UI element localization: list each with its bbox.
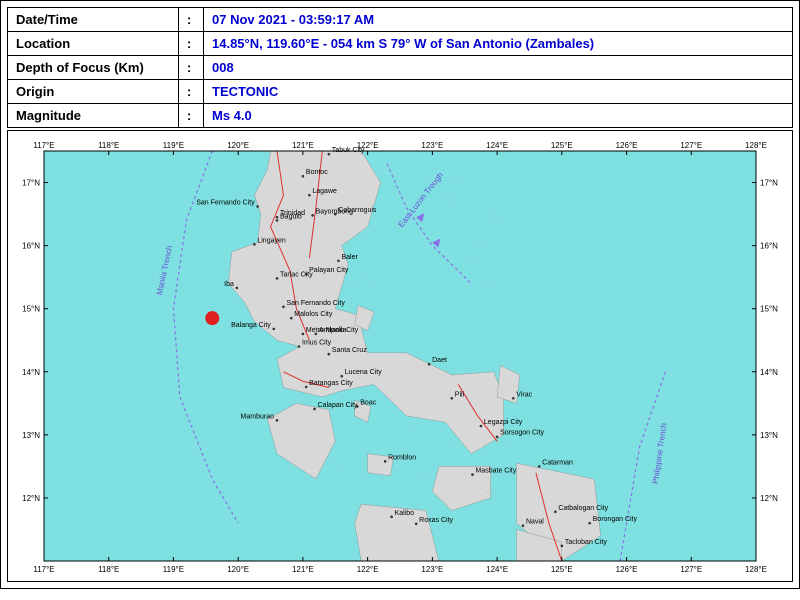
table-row: Location : 14.85°N, 119.60°E - 054 km S … <box>8 32 792 55</box>
row-label: Depth of Focus (Km) <box>8 56 178 79</box>
city-label: Tarlac City <box>280 271 313 278</box>
svg-text:13°N: 13°N <box>22 431 40 440</box>
svg-text:119°E: 119°E <box>163 565 184 574</box>
row-value: Ms 4.0 <box>204 104 792 127</box>
map-container: Manila TrenchEast Luzon TroughPhilippine… <box>7 130 793 582</box>
city-label: Lucena City <box>345 369 382 376</box>
city-label: Mamburao <box>241 413 275 420</box>
table-row: Depth of Focus (Km) : 008 <box>8 56 792 79</box>
row-value: 07 Nov 2021 - 03:59:17 AM <box>204 8 792 31</box>
city-label: Lingayen <box>257 237 286 244</box>
svg-text:125°E: 125°E <box>551 141 573 150</box>
city-label: Catarman <box>542 459 573 466</box>
city-label: Pili <box>455 391 465 398</box>
svg-text:12°N: 12°N <box>22 494 40 503</box>
svg-text:15°N: 15°N <box>760 305 778 314</box>
row-value: 14.85°N, 119.60°E - 054 km S 79° W of Sa… <box>204 32 792 55</box>
city-label: Tacloban City <box>565 539 608 546</box>
city-label: Naval <box>526 519 544 526</box>
city-label: Iba <box>224 281 234 288</box>
city-label: Palayan City <box>309 267 349 274</box>
row-value: TECTONIC <box>204 80 792 103</box>
svg-text:120°E: 120°E <box>227 141 249 150</box>
svg-text:14°N: 14°N <box>760 368 778 377</box>
city-label: Malolos City <box>294 311 333 318</box>
earthquake-report: Date/Time : 07 Nov 2021 - 03:59:17 AM Lo… <box>0 0 800 589</box>
table-row: Magnitude : Ms 4.0 <box>8 104 792 127</box>
city-label: Kalibo <box>395 510 415 517</box>
svg-text:128°E: 128°E <box>745 565 767 574</box>
city-label: Bayombong <box>316 208 353 215</box>
row-label: Origin <box>8 80 178 103</box>
row-label: Date/Time <box>8 8 178 31</box>
info-table: Date/Time : 07 Nov 2021 - 03:59:17 AM Lo… <box>7 7 793 128</box>
row-value: 008 <box>204 56 792 79</box>
svg-text:128°E: 128°E <box>745 141 767 150</box>
svg-text:121°E: 121°E <box>292 565 314 574</box>
row-colon: : <box>179 80 203 103</box>
svg-text:16°N: 16°N <box>760 242 778 251</box>
city-label: Boac <box>360 399 376 406</box>
svg-text:117°E: 117°E <box>33 565 54 574</box>
city-label: Catbalogan City <box>558 505 608 512</box>
svg-text:124°E: 124°E <box>486 141 508 150</box>
city-label: Virac <box>516 391 532 398</box>
svg-text:122°E: 122°E <box>357 565 379 574</box>
city-label: Legazpi City <box>484 419 523 426</box>
row-colon: : <box>179 104 203 127</box>
svg-text:15°N: 15°N <box>22 305 40 314</box>
city-label: Imus City <box>302 340 332 347</box>
svg-text:118°E: 118°E <box>98 141 119 150</box>
svg-text:121°E: 121°E <box>292 141 314 150</box>
svg-text:17°N: 17°N <box>760 179 778 188</box>
svg-text:127°E: 127°E <box>680 141 702 150</box>
table-row: Origin : TECTONIC <box>8 80 792 103</box>
city-label: Baguio <box>280 213 302 220</box>
svg-text:123°E: 123°E <box>421 141 443 150</box>
svg-text:118°E: 118°E <box>98 565 119 574</box>
city-label: Calapan City <box>318 402 359 409</box>
city-label: Daet <box>432 357 447 364</box>
svg-text:125°E: 125°E <box>551 565 573 574</box>
city-label: Sorsogon City <box>500 430 544 437</box>
row-label: Magnitude <box>8 104 178 127</box>
row-label: Location <box>8 32 178 55</box>
city-label: Masbate City <box>475 468 516 475</box>
map-svg: Manila TrenchEast Luzon TroughPhilippine… <box>14 137 786 575</box>
city-label: Roxas City <box>419 517 453 524</box>
svg-text:122°E: 122°E <box>357 141 379 150</box>
svg-text:126°E: 126°E <box>616 141 638 150</box>
svg-text:117°E: 117°E <box>33 141 54 150</box>
city-label: Antipolo City <box>319 327 359 334</box>
svg-text:123°E: 123°E <box>421 565 443 574</box>
svg-text:16°N: 16°N <box>22 242 40 251</box>
row-colon: : <box>179 56 203 79</box>
svg-text:13°N: 13°N <box>760 431 778 440</box>
city-label: San Fernando City <box>286 300 345 307</box>
city-label: Romblon <box>388 454 416 461</box>
city-label: San Fernando City <box>196 200 255 207</box>
svg-text:126°E: 126°E <box>616 565 638 574</box>
svg-text:120°E: 120°E <box>227 565 249 574</box>
table-row: Date/Time : 07 Nov 2021 - 03:59:17 AM <box>8 8 792 31</box>
svg-text:127°E: 127°E <box>680 565 702 574</box>
row-colon: : <box>179 8 203 31</box>
city-label: Bontoc <box>306 169 328 176</box>
city-label: Borongan City <box>593 516 638 523</box>
city-label: Santa Cruz <box>332 347 368 354</box>
city-label: Baler <box>342 254 359 261</box>
svg-text:17°N: 17°N <box>22 179 40 188</box>
svg-text:12°N: 12°N <box>760 494 778 503</box>
epicenter-marker <box>205 311 219 325</box>
city-label: Balanga City <box>231 322 271 329</box>
row-colon: : <box>179 32 203 55</box>
city-label: Lagawe <box>312 188 337 195</box>
city-label: Batangas City <box>309 380 353 387</box>
svg-text:119°E: 119°E <box>163 141 184 150</box>
svg-text:124°E: 124°E <box>486 565 508 574</box>
svg-text:14°N: 14°N <box>22 368 40 377</box>
